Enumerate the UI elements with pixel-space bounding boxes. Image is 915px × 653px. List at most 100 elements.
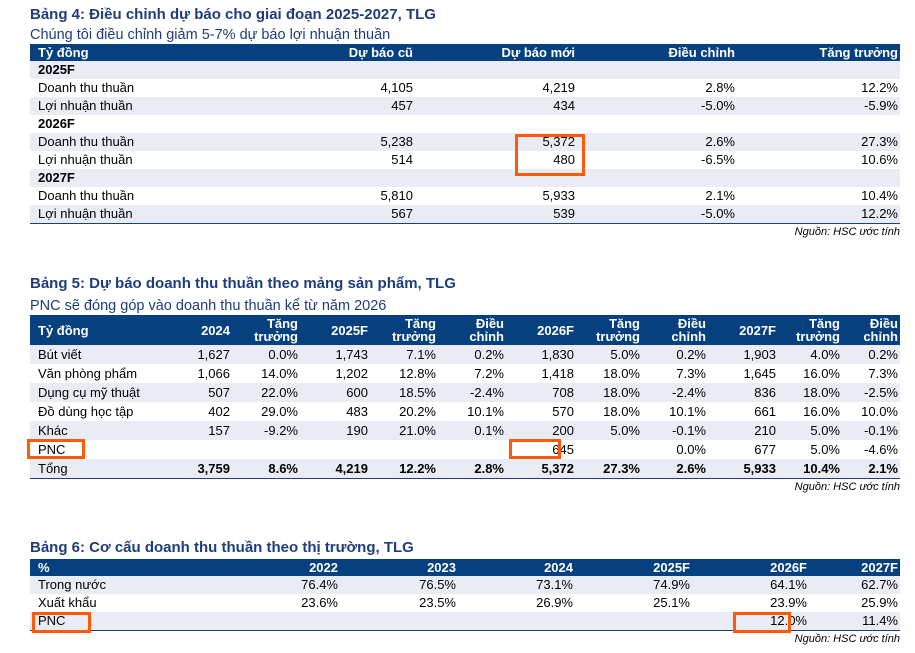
table5-cell: 1,830 — [506, 345, 576, 364]
table5-total-row: Tổng 3,759 8.6% 4,219 12.2% 2.8% 5,372 27.3% 2.6… — [30, 459, 900, 479]
table5-block: Bảng 5: Dự báo doanh thu thuần theo mảng… — [30, 275, 900, 493]
table4-cell: Lợi nhuận thuần — [30, 205, 260, 224]
table4-cell: 2025F — [30, 61, 260, 79]
table5-header-text: trưởng — [796, 329, 840, 344]
table5-cell: 16.0% — [803, 366, 840, 381]
table5-row: Đồ dùng học tập 402 29.0% 483 20.2% 10.1% 570 1… — [30, 402, 900, 421]
table5-header-cell: Điều chỉnh — [438, 315, 506, 345]
table5-cell: 7.1% — [370, 345, 438, 364]
table5-cell: 2.1% — [842, 459, 900, 479]
table6-cell: PNC — [30, 612, 180, 631]
table5-cell: 12.8% — [399, 366, 436, 381]
table5-cell: 4.0% — [778, 345, 842, 364]
table5-header-text: Điều — [677, 316, 706, 331]
table4-cell — [260, 169, 415, 187]
table5-cell: 5,372 — [506, 459, 576, 479]
table6: % 2022 2023 2024 2025F 2026F 2027F Trong nước 7… — [30, 559, 900, 631]
table5-cell: 1,066 — [197, 366, 230, 381]
table5-header-text: Tăng — [608, 316, 640, 331]
table5-cell: 12.2% — [370, 459, 438, 479]
table4-cell — [737, 169, 900, 187]
table5-cell: 0.2% — [438, 345, 506, 364]
table5-header-text: chỉnh — [469, 329, 504, 344]
table5-cell: 1,903 — [708, 345, 778, 364]
table4-cell: 2.1% — [705, 188, 735, 203]
table5-header-row: Tỷ đồng 2024 Tăng trưởng 2025F Tăng trưởng Điều… — [30, 315, 900, 345]
table5-cell: 0.2% — [842, 345, 900, 364]
table4-group-row: 2026F — [30, 115, 900, 133]
table5-cell: Khác — [30, 421, 162, 440]
table4-header-row: Tỷ đồng Dự báo cũ Dự báo mới Điều chỉnh Tăng… — [30, 44, 900, 61]
table4-row: Lợi nhuận thuần 457 434 -5.0% -5.9% — [30, 97, 900, 115]
table4-cell: 10.6% — [861, 152, 898, 167]
table5-cell: Văn phòng phẩm — [38, 366, 138, 381]
table4-cell: 27.3% — [737, 133, 900, 151]
table5-cell: 10.1% — [467, 404, 504, 419]
table5-cell: 5,933 — [708, 459, 778, 479]
table6-header-cell: 2026F — [692, 559, 809, 576]
table5-cell: 5.0% — [810, 442, 840, 457]
table5-cell: 21.0% — [370, 421, 438, 440]
table5-cell: 2.8% — [438, 459, 506, 479]
table5-cell: -0.1% — [642, 421, 708, 440]
table4-cell: 457 — [260, 97, 415, 115]
table4-cell — [415, 61, 577, 79]
table5-cell: 190 — [300, 421, 370, 440]
table5-header-cell: 2026F — [506, 315, 576, 345]
table5-cell: 22.0% — [232, 383, 300, 402]
table6-header-cell: 2025F — [575, 559, 692, 576]
table4-cell: 2026F — [38, 116, 75, 131]
table5-cell: 7.3% — [676, 366, 706, 381]
table4-cell — [415, 169, 577, 187]
table4-source: Nguồn: HSC ước tính — [794, 226, 900, 238]
table5-header-text: trưởng — [392, 329, 436, 344]
table6-cell: 62.7% — [809, 576, 900, 594]
table6-header-cell: % — [30, 559, 180, 576]
table5-cell: 1,645 — [743, 366, 776, 381]
table5-cell: -4.6% — [864, 442, 898, 457]
table4-cell: 5,810 — [380, 188, 413, 203]
table5-header-text: Điều — [475, 316, 504, 331]
table4-cell: Lợi nhuận thuần — [30, 97, 260, 115]
table5-cell: 10.4% — [778, 459, 842, 479]
table5-cell: 483 — [346, 404, 368, 419]
table5-title: Bảng 5: Dự báo doanh thu thuần theo mảng… — [30, 275, 456, 292]
table5-cell: 507 — [162, 383, 232, 402]
table4-cell: 2.8% — [705, 80, 735, 95]
table5-cell: 18.0% — [576, 383, 642, 402]
table4-cell: 4,105 — [380, 80, 413, 95]
table6-block: Bảng 6: Cơ cấu doanh thu thuần theo thị … — [30, 539, 900, 645]
table5-row: Bút viết 1,627 0.0% 1,743 7.1% 0.2% 1,830 5.0% 0… — [30, 345, 900, 364]
table5-cell — [162, 440, 232, 459]
table4-cell: Doanh thu thuần — [38, 188, 135, 203]
table4-cell: Doanh thu thuần — [38, 80, 135, 95]
table4-header-cell: Dự báo cũ — [260, 44, 415, 61]
table5-cell: 18.5% — [370, 383, 438, 402]
table6-title: Bảng 6: Cơ cấu doanh thu thuần theo thị … — [30, 539, 414, 556]
table5-cell: 14.0% — [261, 366, 298, 381]
table5-cell: 836 — [708, 383, 778, 402]
table5-cell: 4,219 — [300, 459, 370, 479]
table5-header-cell: Tăng trưởng — [370, 315, 438, 345]
table5-cell — [232, 440, 300, 459]
table5-header-text: Tỷ đồng — [38, 322, 89, 338]
table5-row: Văn phòng phẩm 1,066 14.0% 1,202 12.8% 7.2% 1,… — [30, 364, 900, 383]
table5-cell: 0.0% — [676, 442, 706, 457]
table5-cell: -2.5% — [842, 383, 900, 402]
table6-row: PNC 12.0% 11.4% — [30, 612, 900, 631]
table5-cell: 570 — [552, 404, 574, 419]
table6-cell: 23.9% — [770, 595, 807, 610]
table4: Tỷ đồng Dự báo cũ Dự báo mới Điều chỉnh Tăng… — [30, 44, 900, 224]
table5-cell: 27.3% — [576, 459, 642, 479]
table6-cell: 74.9% — [575, 576, 692, 594]
table6-row: Xuất khẩu 23.6% 23.5% 26.9% 25.1% 23.9% 25.9% — [30, 594, 900, 612]
table5-header-text: trưởng — [596, 329, 640, 344]
table4-subtitle: Chúng tôi điều chỉnh giảm 5-7% dự báo lợ… — [30, 27, 391, 43]
table5-header-text: trưởng — [254, 329, 298, 344]
table6-source: Nguồn: HSC ước tính — [794, 633, 900, 645]
table5-cell: Tổng — [30, 459, 162, 479]
table4-cell — [577, 61, 737, 79]
table5-cell: 16.0% — [803, 404, 840, 419]
table4-group-row: 2027F — [30, 169, 900, 187]
table5-cell: 10.1% — [669, 404, 706, 419]
